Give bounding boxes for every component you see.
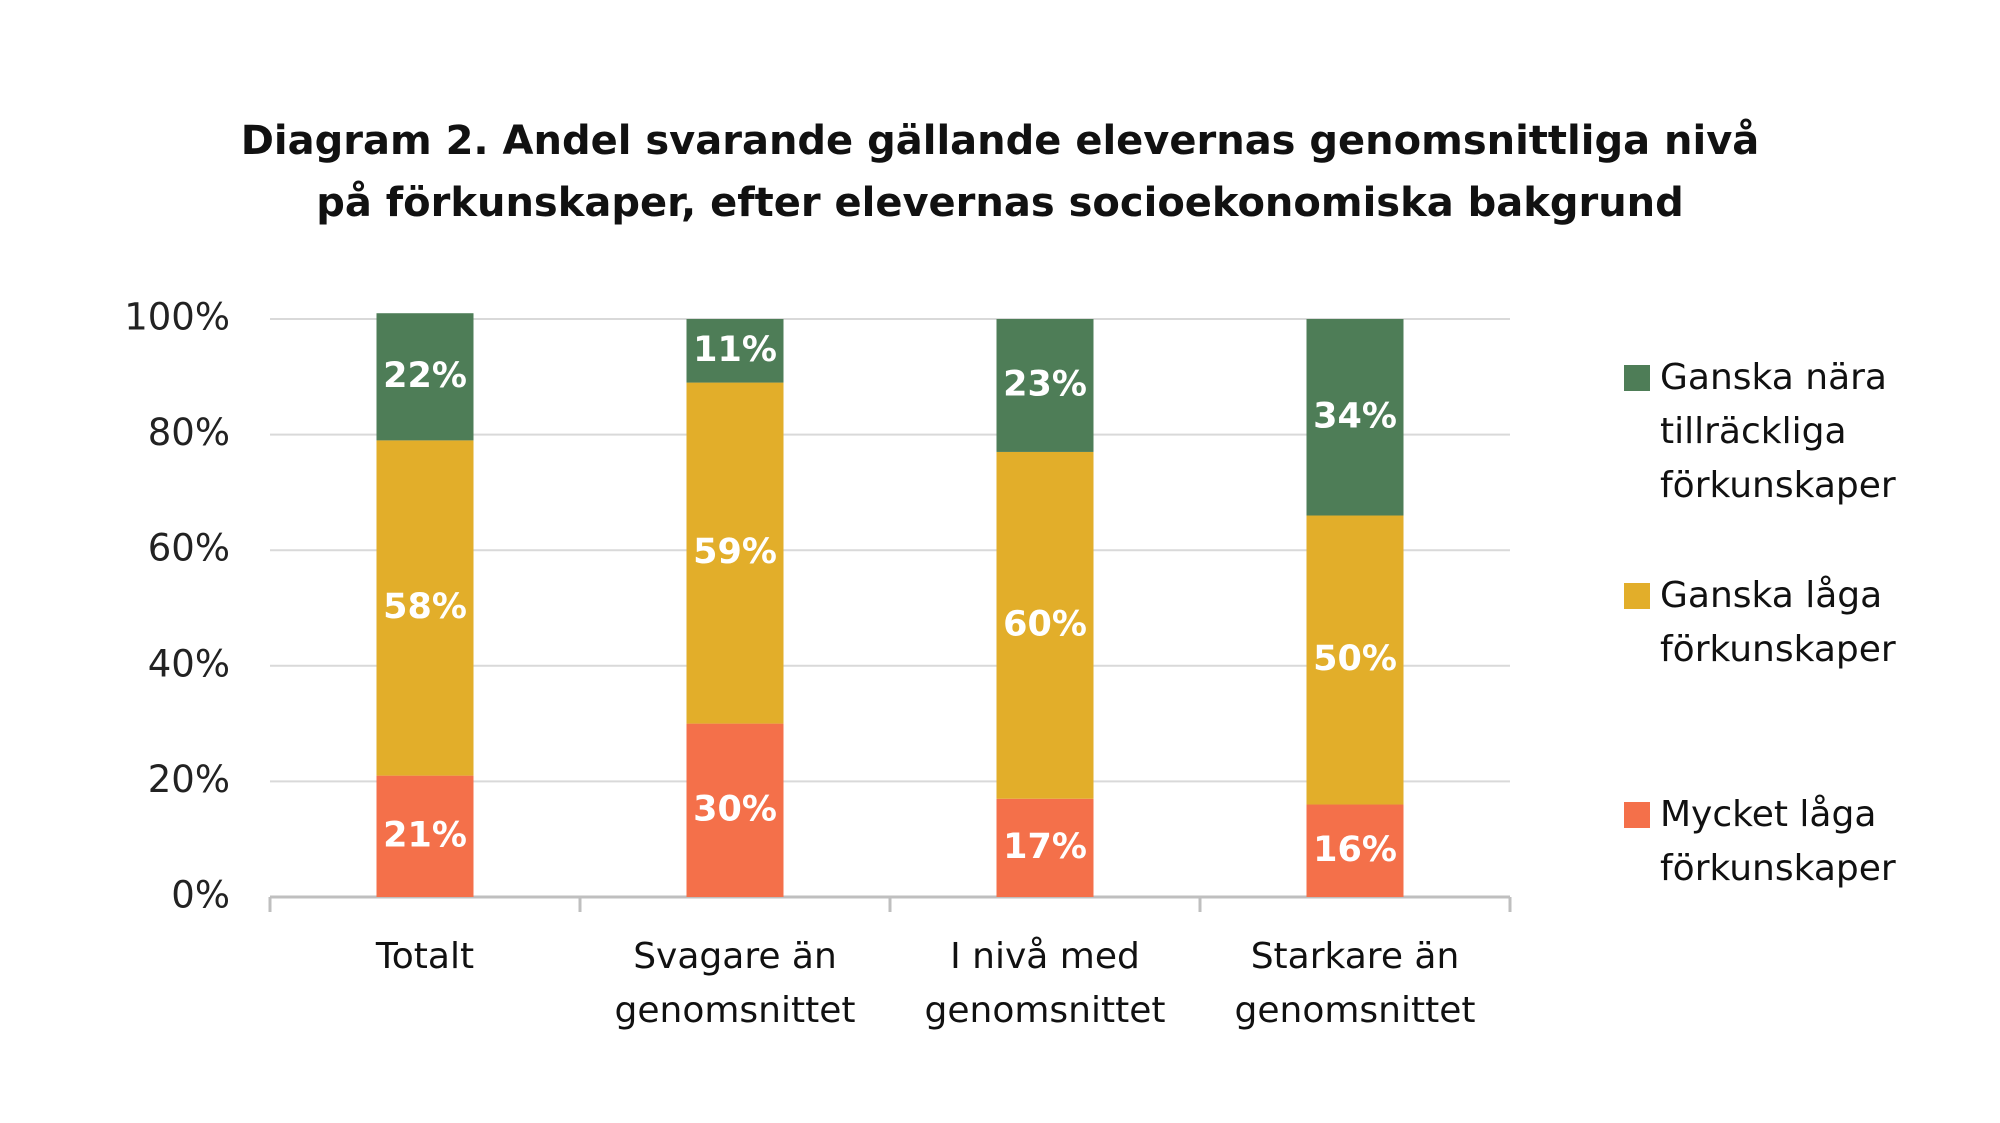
bar-segment (686, 382, 784, 724)
bar-segment (1306, 804, 1404, 897)
data-label: 60% (1003, 604, 1087, 644)
y-tick-label: 40% (148, 642, 230, 685)
y-tick-label: 20% (148, 758, 230, 801)
bar-segment (996, 451, 1094, 799)
legend-swatch (1624, 802, 1650, 828)
y-tick-label: 100% (124, 296, 230, 339)
legend-swatch (1624, 365, 1650, 391)
bar-segment (376, 313, 474, 441)
bar-segment (996, 798, 1094, 897)
chart-title: på förkunskaper, efter elevernas socioek… (316, 180, 1684, 226)
data-label: 30% (693, 789, 777, 829)
x-tick-label: Starkare än genomsnittet (1234, 936, 1476, 1031)
legend-label: Ganska nära tillräckliga förkunskaper (1660, 357, 1896, 506)
bar-segment (686, 723, 784, 897)
bar-segment (376, 440, 474, 776)
data-label: 34% (1313, 396, 1397, 436)
data-label: 16% (1313, 830, 1397, 870)
data-label: 50% (1313, 639, 1397, 679)
chart-title: Diagram 2. Andel svarande gällande eleve… (240, 118, 1760, 164)
bar-segment (1306, 319, 1404, 516)
data-label: 17% (1003, 827, 1087, 867)
y-tick-label: 60% (148, 527, 230, 570)
data-label: 22% (383, 356, 467, 396)
y-tick-label: 0% (171, 874, 230, 917)
bar-segment (686, 319, 784, 383)
x-tick-label: Svagare än genomsnittet (614, 936, 856, 1031)
bar-segment (996, 319, 1094, 452)
data-label: 23% (1003, 364, 1087, 404)
bar-segment (376, 775, 474, 897)
x-tick-label: Totalt (375, 936, 475, 977)
data-label: 59% (693, 532, 777, 572)
legend-label: Mycket låga förkunskaper (1660, 794, 1896, 889)
y-tick-label: 80% (148, 411, 230, 454)
legend-swatch (1624, 583, 1650, 609)
x-tick-label: I nivå med genomsnittet (924, 936, 1166, 1031)
bar-segment (1306, 515, 1404, 805)
data-label: 11% (693, 330, 777, 370)
data-label: 58% (383, 587, 467, 627)
data-label: 21% (383, 815, 467, 855)
legend-label: Ganska låga förkunskaper (1660, 575, 1896, 670)
